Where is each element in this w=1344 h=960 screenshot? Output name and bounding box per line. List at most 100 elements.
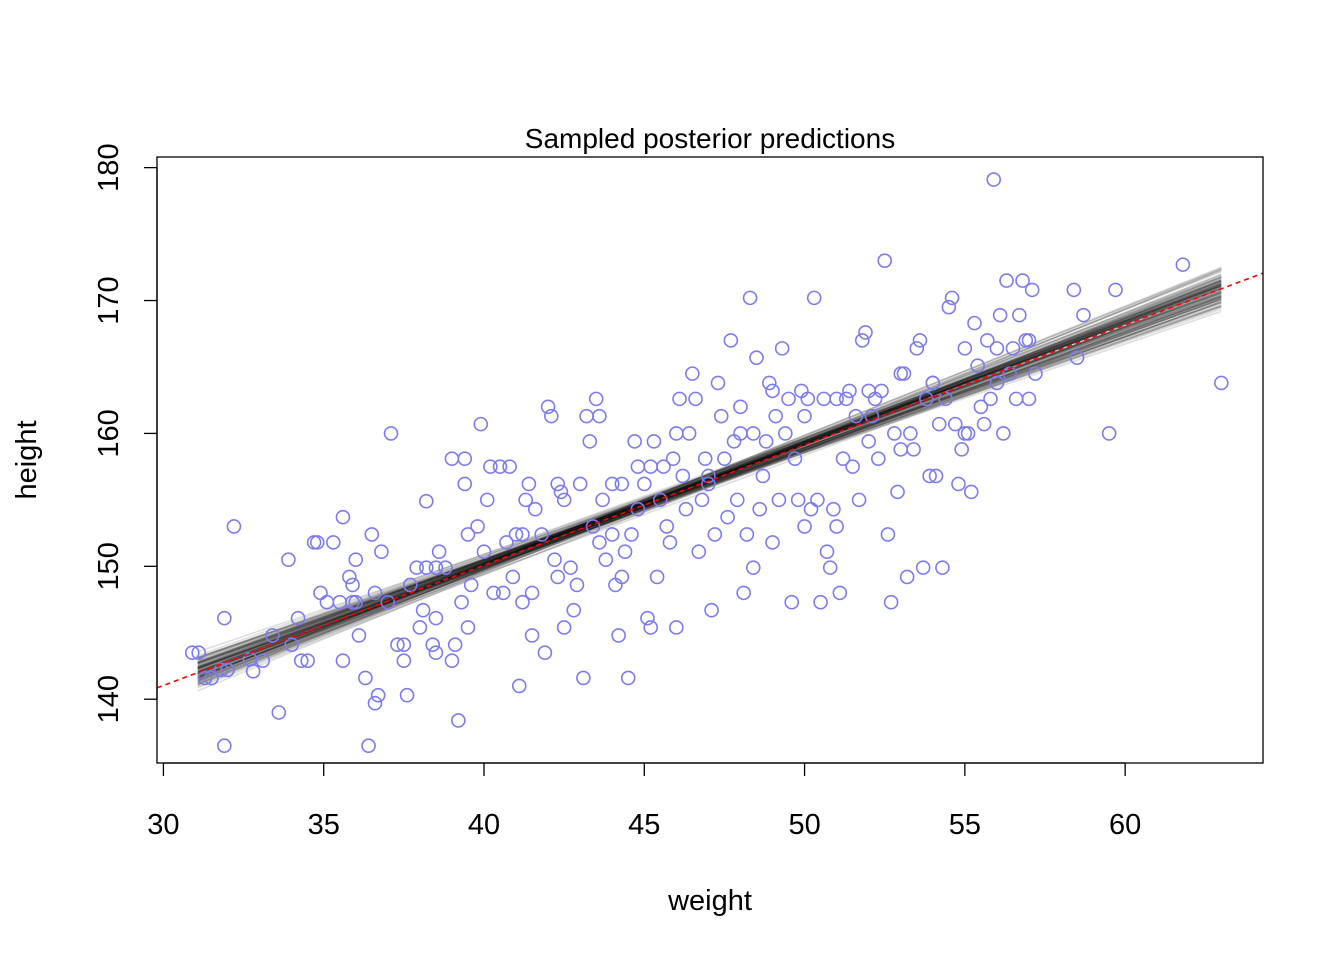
data-point [697, 451, 713, 466]
data-point [729, 492, 745, 508]
data-point [579, 408, 594, 424]
data-point [745, 426, 761, 441]
data-point [598, 552, 614, 567]
posterior-sample-line [197, 280, 1222, 669]
data-point [745, 560, 761, 575]
posterior-sample-line [197, 285, 1222, 673]
posterior-sample-line [197, 284, 1222, 664]
x-tick-label: 60 [1109, 809, 1141, 841]
posterior-sample-line [197, 302, 1222, 659]
data-point [431, 544, 447, 559]
data-point [476, 544, 492, 559]
data-point [627, 434, 642, 449]
data-point [784, 594, 800, 610]
posterior-sample-line [197, 289, 1222, 671]
data-point [293, 653, 309, 668]
data-point [989, 341, 1005, 356]
data-point [845, 459, 860, 474]
posterior-sample-line [197, 279, 1222, 681]
x-tick-label: 35 [308, 809, 340, 841]
posterior-sample-line [197, 268, 1222, 692]
posterior-sample-line [197, 278, 1222, 681]
data-point [447, 637, 463, 653]
posterior-sample-line [197, 298, 1222, 673]
posterior-sample-line [197, 281, 1222, 677]
data-point [826, 501, 841, 517]
data-point [653, 492, 668, 508]
data-point [284, 637, 299, 653]
data-point [479, 492, 495, 508]
data-point [364, 527, 380, 542]
data-point [922, 468, 937, 484]
y-tick-label: 160 [93, 409, 125, 457]
data-point [473, 416, 489, 432]
data-point [245, 664, 261, 679]
data-point [1008, 391, 1024, 407]
data-point [893, 366, 909, 381]
data-point [765, 383, 780, 399]
data-point [444, 451, 460, 466]
data-point [755, 468, 771, 484]
data-point [803, 501, 819, 517]
data-point [335, 653, 351, 668]
data-point [217, 738, 232, 754]
data-point [662, 535, 678, 550]
data-point [996, 426, 1011, 441]
data-point [829, 519, 844, 534]
posterior-sample-line [197, 266, 1222, 681]
y-tick-label: 150 [93, 542, 125, 590]
chart-title: Sampled posterior predictions [525, 123, 895, 154]
data-point [893, 442, 909, 457]
data-point [906, 442, 921, 457]
data-point [1076, 307, 1091, 323]
data-point [576, 670, 591, 686]
data-point [928, 468, 944, 484]
data-point [620, 670, 636, 686]
data-point [226, 519, 242, 534]
data-point [871, 451, 886, 466]
data-point [819, 544, 835, 559]
data-point [1012, 307, 1027, 323]
data-point [858, 325, 873, 340]
posterior-sample-line [197, 279, 1222, 682]
data-point [935, 560, 950, 575]
data-point [390, 637, 405, 653]
data-point [588, 391, 604, 407]
data-point [675, 468, 691, 484]
y-tick-label: 170 [93, 276, 125, 324]
data-point [1214, 375, 1229, 391]
posterior-sample-line [197, 270, 1222, 679]
data-point [739, 527, 755, 542]
data-point [460, 527, 476, 542]
data-point [758, 434, 774, 449]
data-point [646, 434, 662, 449]
data-point [524, 628, 540, 643]
data-point [457, 451, 473, 466]
data-point [1069, 350, 1085, 365]
data-point [765, 535, 780, 550]
data-point [547, 552, 562, 567]
data-point [976, 416, 992, 432]
data-points [184, 172, 1229, 754]
data-point [890, 484, 905, 500]
x-tick-label: 45 [628, 809, 660, 841]
x-tick-label: 30 [147, 809, 179, 841]
data-point [790, 492, 806, 508]
data-point [1066, 282, 1082, 298]
data-point [370, 687, 386, 703]
data-point [383, 426, 399, 441]
data-point [582, 434, 598, 449]
y-axis: 140 150 160 170 180 [93, 143, 158, 723]
posterior-sample-line [197, 273, 1222, 679]
data-point [374, 544, 389, 559]
data-point [980, 333, 995, 348]
data-point [678, 501, 694, 517]
data-point [816, 391, 832, 407]
data-point [672, 391, 687, 407]
posterior-sample-line [197, 273, 1222, 685]
posterior-sample-line [197, 276, 1222, 683]
posterior-sample-line [197, 279, 1222, 678]
data-point [524, 585, 540, 601]
data-point [505, 569, 521, 585]
data-point [835, 451, 851, 466]
